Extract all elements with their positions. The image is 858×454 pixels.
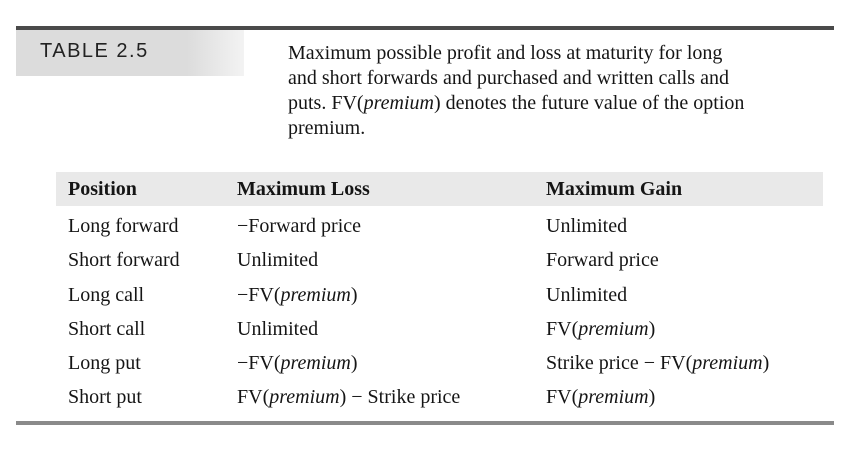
caption-line: puts. FV(premium) denotes the future val…	[288, 91, 820, 116]
cell-text: )	[648, 386, 656, 408]
cell-max-gain: Unlimited	[546, 215, 627, 238]
cell-italic-term: premium	[578, 318, 649, 340]
caption-line: and short forwards and purchased and wri…	[288, 67, 729, 89]
cell-text: −FV(	[237, 284, 281, 306]
cell-max-gain: FV(premium)	[546, 318, 655, 341]
header-position: Position	[68, 178, 137, 200]
cell-position: Short put	[68, 386, 142, 408]
cell-text: )	[648, 318, 656, 340]
bottom-rule	[16, 421, 834, 425]
caption-line: premium.	[288, 117, 366, 139]
cell-text: Unlimited	[546, 284, 628, 306]
cell-text: −FV(	[237, 352, 281, 374]
cell-text: )	[762, 352, 770, 374]
cell-position: Short call	[68, 318, 146, 340]
cell-italic-term: premium	[280, 284, 351, 306]
cell-text: Unlimited	[546, 215, 628, 237]
cell-position: Long call	[68, 284, 145, 306]
cell-max-loss: FV(premium) − Strike price	[237, 386, 460, 409]
cell-text: Unlimited	[237, 318, 319, 340]
cell-max-gain: Unlimited	[546, 284, 627, 307]
cell-italic-term: premium	[269, 386, 340, 408]
cell-italic-term: premium	[280, 352, 351, 374]
caption-text: ) denotes the future value of the option	[433, 92, 745, 114]
cell-text: FV(	[546, 318, 579, 340]
cell-italic-term: premium	[692, 352, 763, 374]
cell-max-gain: Forward price	[546, 249, 659, 272]
cell-text: Unlimited	[237, 249, 319, 271]
header-maximum-gain: Maximum Gain	[546, 178, 683, 200]
cell-max-loss: Unlimited	[237, 249, 318, 272]
table-label-box	[16, 30, 244, 76]
caption-italic-term: premium	[363, 92, 434, 114]
cell-max-loss: −FV(premium)	[237, 352, 358, 375]
table-caption: Maximum possible profit and loss at matu…	[288, 41, 820, 141]
cell-max-loss: −Forward price	[237, 215, 361, 238]
cell-position: Short forward	[68, 249, 180, 271]
cell-position: Long put	[68, 352, 141, 374]
cell-max-loss: Unlimited	[237, 318, 318, 341]
cell-text: )	[350, 284, 358, 306]
cell-position: Long forward	[68, 215, 179, 237]
table-label: TABLE 2.5	[40, 40, 149, 62]
cell-text: Strike price − FV(	[546, 352, 693, 374]
caption-text: puts. FV(	[288, 92, 364, 114]
table-header-band	[56, 172, 823, 206]
cell-text: FV(	[237, 386, 270, 408]
cell-max-loss: −FV(premium)	[237, 284, 358, 307]
cell-text: ) − Strike price	[339, 386, 461, 408]
caption-line: Maximum possible profit and loss at matu…	[288, 42, 723, 64]
cell-text: −Forward price	[237, 215, 362, 237]
header-maximum-loss: Maximum Loss	[237, 178, 370, 200]
cell-text: Forward price	[546, 249, 659, 271]
cell-italic-term: premium	[578, 386, 649, 408]
cell-text: FV(	[546, 386, 579, 408]
cell-max-gain: FV(premium)	[546, 386, 655, 409]
cell-text: )	[350, 352, 358, 374]
top-rule	[16, 26, 834, 30]
cell-max-gain: Strike price − FV(premium)	[546, 352, 769, 375]
